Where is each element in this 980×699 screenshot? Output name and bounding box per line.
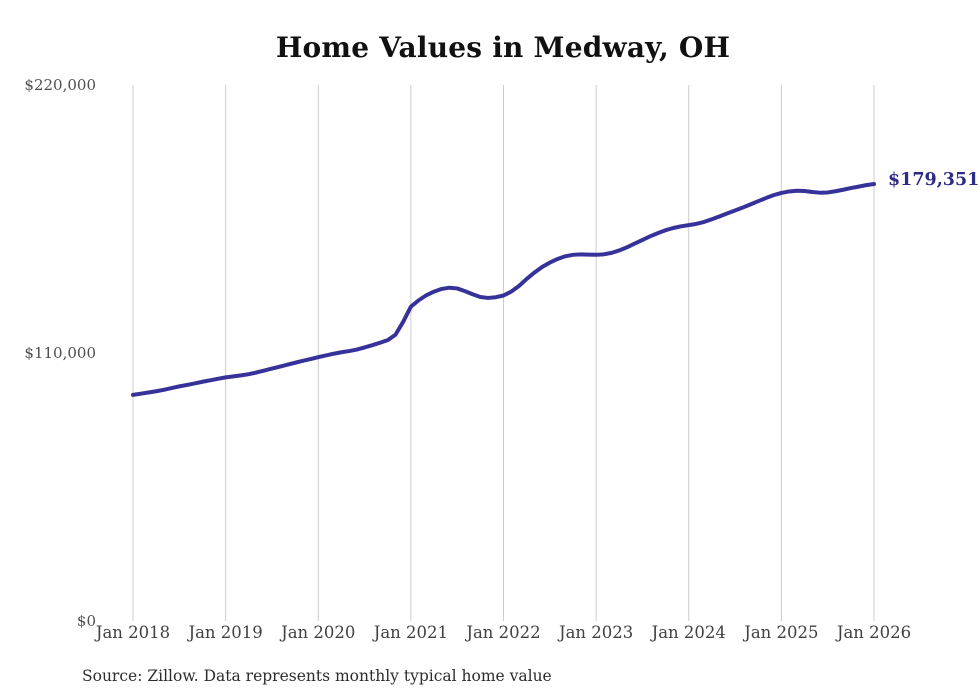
x-axis-tick-label: Jan 2019	[188, 623, 263, 642]
home-value-line	[131, 182, 876, 397]
latest-value-label: $179,351	[888, 170, 980, 191]
y-axis-tick-label: $0	[76, 612, 96, 630]
source-note: Source: Zillow. Data represents monthly …	[82, 667, 552, 685]
x-axis-tick-label: Jan 2026	[836, 623, 912, 642]
x-axis-tick-label: Jan 2020	[281, 623, 356, 642]
x-axis-tick-label: Jan 2022	[466, 623, 541, 642]
x-axis-tick-label: Jan 2018	[95, 623, 171, 642]
y-axis-tick-label: $220,000	[24, 76, 96, 94]
chart-title: Home Values in Medway, OH	[275, 31, 731, 64]
x-axis-tick-label: Jan 2023	[558, 623, 634, 642]
x-axis-tick-label: Jan 2025	[744, 623, 819, 642]
x-axis-tick-label: Jan 2024	[651, 623, 726, 642]
x-axis-tick-label: Jan 2021	[373, 623, 449, 642]
y-axis-tick-label: $110,000	[24, 344, 96, 362]
